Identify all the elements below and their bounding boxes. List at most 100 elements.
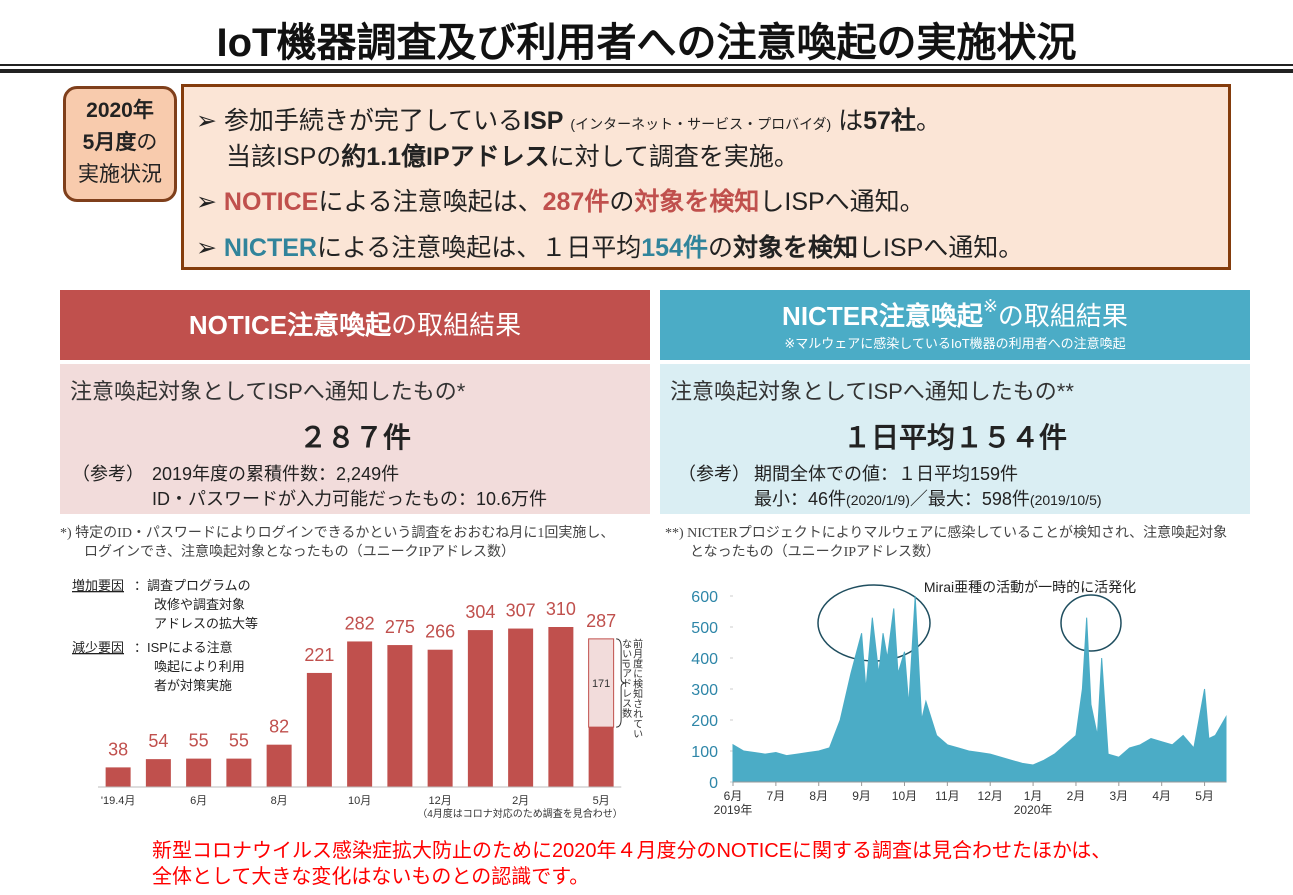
highlight-segment [588,638,615,728]
text: 最小：46件 [754,489,847,509]
bar [508,628,534,787]
notice-header: NOTICE注意喚起の取組結果 [60,290,650,360]
text: ／最大：598件 [909,489,1030,509]
bar [266,744,292,787]
text: ※マルウェアに感染しているIoT機器の利用者への注意喚起 [784,336,1126,351]
data-label: 282 [345,613,375,633]
bar [186,758,212,787]
x-tick-label: 12月 [429,795,452,807]
data-label: 55 [229,731,249,751]
bar [387,645,413,787]
summary-line: NICTERによる注意喚起は、１日平均154件の対象を検知しISPへ通知。 [196,228,1023,264]
text: 参加手続きが完了している [223,107,524,135]
x-tick-label: 12月 [978,789,1003,803]
summary-line: 当該ISPの約1.1億IPアドレスに対して調査を実施。 [226,137,799,173]
area [732,595,1227,783]
chart-annotation: Mirai亜種の活動が一時的に活発化 [924,579,1136,595]
data-label: 82 [269,717,289,737]
text: は [838,107,864,135]
x-tick-label: 9月 [852,789,871,803]
x-tick-label: 5月 [1195,789,1214,803]
rule [0,64,1293,66]
bar [467,630,493,787]
x-tick-label: 3月 [1109,789,1128,803]
footnote: ログインでき、注意喚起対象となったもの（ユニークIPアドレス数） [84,545,516,560]
text: による注意喚起は、 [318,188,543,216]
summary-line: 参加手続きが完了しているISP (インターネット・サービス・プロバイダ) は57… [196,101,941,137]
data-label: 54 [148,731,168,751]
footnote: *) 特定のID・パスワードによりログインできるかという調査をおおむね月に1回実… [60,526,615,541]
text: NOTICE [223,188,319,216]
status-text: 5月度 [82,131,137,154]
note-text: 者が対策実施 [154,678,232,693]
x-tick-label: 10月 [348,795,371,807]
y-tick-label: 600 [691,589,718,606]
chart-footnote: （4月度はコロナ対応のため調査を見合わせ） [417,807,623,820]
y-tick-label: 400 [691,651,718,668]
text: (インターネット・サービス・プロバイダ) [570,116,832,132]
data-label: 266 [425,622,455,642]
page-title: IoT機器調査及び利用者への注意喚起の実施状況 [216,21,1077,65]
text: の取組結果 [997,301,1128,331]
text: NICTER [223,234,317,262]
ref: 2019年度の累積件数：2,249件 [152,464,400,484]
note-text: 喚起により利用 [154,659,245,674]
bar [548,627,574,787]
segment-note: ないIPアドレス数 [620,639,632,719]
y-tick-label: 100 [691,744,718,761]
segment-note: 前月度に検知されていないIPアドレス数 [620,638,643,739]
rule [0,69,1293,73]
text: しISPへ通知。 [857,234,1024,262]
ref: ID・パスワードが入力可能だったもの：10.6万件 [152,489,548,509]
text: の [609,188,635,216]
bar [226,758,252,787]
summary-line: NOTICEによる注意喚起は、287件の対象を検知しISPへ通知。 [196,182,925,218]
y-tick-label: 500 [691,620,718,637]
text: 287件 [542,188,610,216]
count: ２８７件 [298,422,411,453]
text: による注意喚起は、１日平均 [316,234,642,262]
text: 対象を検知 [732,234,858,262]
x-tick-label: '19.4月 [101,795,136,807]
x-tick-label: 11月 [935,789,959,803]
x-tick-label: 2月 [1067,789,1086,803]
x-tick-label: 8月 [809,789,828,803]
x-tick-label: 1月 [1024,789,1043,803]
x-tick-label: 8月 [271,795,288,807]
text: (2019/10/5) [1029,492,1102,508]
data-label: 304 [465,602,495,622]
data-label: 275 [385,617,415,637]
text: 対象を検知 [634,188,760,216]
text: 154件 [641,234,708,262]
text: 当該ISPの [226,143,342,171]
data-label: 38 [108,739,128,759]
subject: 注意喚起対象としてISPへ通知したもの** [670,379,1074,404]
y-tick-label: 200 [691,713,718,730]
text: NICTER注意喚起 [782,301,983,331]
ref-label: （参考） [678,464,750,484]
year-label: 2020年 [1014,803,1053,817]
note-label: 減少要因 [72,640,124,655]
status-text: の [136,131,158,154]
footnote: となったもの（ユニークIPアドレス数） [690,545,941,560]
bar [347,641,373,787]
x-tick-label: 6月 [190,795,207,807]
text: 57社 [863,107,916,135]
bar [105,767,131,787]
conclusion: 新型コロナウイルス感染症拡大防止のために2020年４月度分のNOTICEに関する… [152,840,1112,862]
status-text: 2020年 [86,99,154,122]
text: NOTICE注意喚起 [188,310,392,340]
text: 約1.1億IPアドレス [341,143,550,171]
status-text: 5月度の [66,127,174,159]
note-text: アドレスの拡大等 [154,616,258,631]
x-tick-label: 4月 [1152,789,1171,803]
note-label: 増加要因 [72,578,124,593]
text: の [707,234,733,262]
highlight-ellipse [1060,594,1122,652]
ref-label: （参考） [72,464,144,484]
data-label: 221 [304,645,334,665]
y-tick-label: 0 [709,775,718,792]
bar [306,672,332,787]
